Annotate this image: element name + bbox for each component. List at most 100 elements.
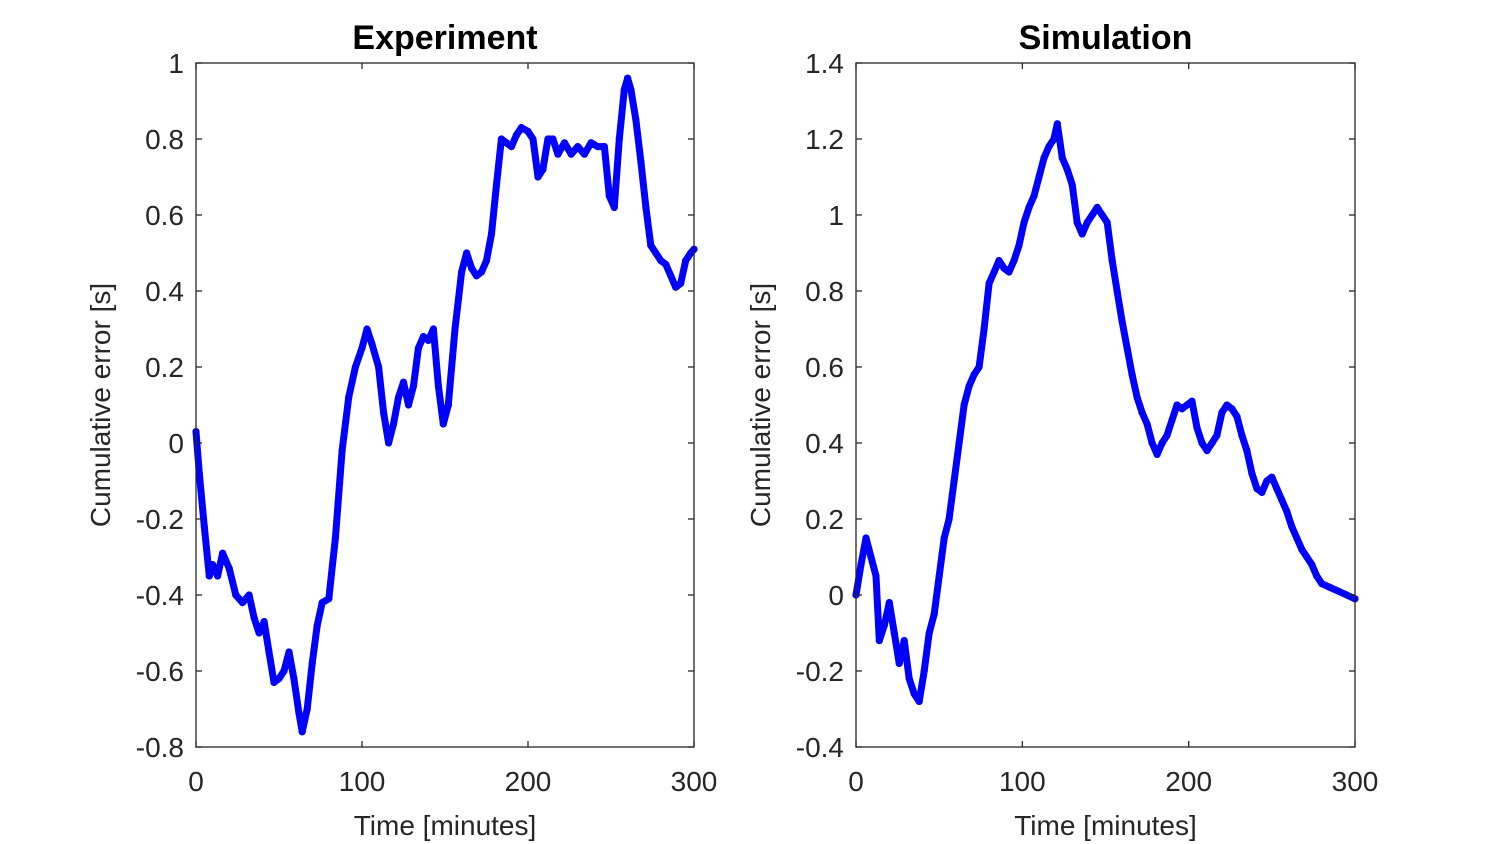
experiment-data-point xyxy=(502,139,510,147)
experiment-y-tick-label: 0 xyxy=(168,428,184,459)
experiment-data-point xyxy=(313,621,321,630)
experiment-data-point xyxy=(285,648,293,656)
experiment-data-point xyxy=(250,614,258,622)
experiment-data-point xyxy=(338,447,346,455)
simulation-data-point xyxy=(1178,405,1186,413)
experiment-data-point xyxy=(434,382,442,390)
experiment-data-point xyxy=(682,257,690,265)
simulation-data-point xyxy=(935,572,943,580)
experiment-x-tick-label: 300 xyxy=(671,766,718,797)
experiment-data-point xyxy=(363,325,371,333)
simulation-data-point xyxy=(930,610,938,618)
simulation-y-tick-label: 1.2 xyxy=(805,124,844,155)
experiment-data-point xyxy=(209,561,217,569)
experiment-data-point xyxy=(318,599,326,607)
experiment-data-point xyxy=(275,675,283,683)
experiment-data-point xyxy=(331,534,339,542)
experiment-data-point xyxy=(560,139,569,147)
experiment-data-point xyxy=(497,135,505,143)
simulation-data-point xyxy=(1188,397,1196,405)
experiment-data-point xyxy=(627,86,635,94)
experiment-y-tick-label: -0.4 xyxy=(136,580,184,611)
experiment-data-point xyxy=(524,127,532,135)
simulation-data-point xyxy=(1000,264,1008,272)
experiment-data-point xyxy=(662,260,670,268)
simulation-data-point xyxy=(1283,507,1291,515)
experiment-data-point xyxy=(672,283,680,291)
experiment-data-point xyxy=(605,192,613,200)
simulation-x-axis-label: Time [minutes] xyxy=(1014,810,1197,841)
experiment-data-point xyxy=(404,401,413,409)
experiment-data-point xyxy=(539,165,547,173)
experiment-data-point xyxy=(487,230,496,238)
experiment-x-tick-label: 100 xyxy=(339,766,386,797)
simulation-data-point xyxy=(965,382,973,390)
experiment-data-point xyxy=(419,333,427,341)
simulation-data-point xyxy=(1143,420,1151,428)
experiment-data-point xyxy=(232,591,240,599)
simulation-data-point xyxy=(1218,409,1226,417)
simulation-data-point xyxy=(1078,230,1086,238)
simulation-data-point xyxy=(1288,523,1296,531)
experiment-data-point xyxy=(429,325,437,333)
experiment-data-point xyxy=(642,203,650,211)
simulation-data-point xyxy=(1040,154,1048,162)
experiment-data-point xyxy=(657,257,665,265)
simulation-data-point xyxy=(1228,405,1236,413)
simulation-data-point xyxy=(1098,211,1106,219)
simulation-data-point xyxy=(1153,450,1161,458)
simulation-y-tick-label: -0.4 xyxy=(796,732,844,763)
simulation-data-point xyxy=(862,534,870,542)
experiment-x-axis-label: Time [minutes] xyxy=(354,810,537,841)
simulation-data-point xyxy=(950,477,958,485)
experiment-data-point xyxy=(358,344,366,352)
experiment-data-point xyxy=(394,393,403,401)
experiment-data-point xyxy=(375,363,383,371)
simulation-data-point xyxy=(857,561,865,569)
experiment-data-point xyxy=(214,572,222,580)
simulation-data-point xyxy=(1083,219,1091,227)
experiment-data-point xyxy=(225,564,233,573)
simulation-y-tick-label: 0.8 xyxy=(805,276,844,307)
simulation-data-point xyxy=(905,675,913,683)
simulation-data-point xyxy=(920,667,928,675)
simulation-data-point xyxy=(1030,192,1038,200)
simulation-data-point xyxy=(1163,431,1171,439)
simulation-data-point xyxy=(1158,439,1166,447)
simulation-data-point xyxy=(1053,120,1061,128)
experiment-data-point xyxy=(325,595,333,603)
experiment-data-point xyxy=(610,203,618,211)
simulation-y-tick-label: 0.4 xyxy=(805,428,844,459)
simulation-data-point xyxy=(1173,401,1181,409)
simulation-data-point xyxy=(1273,485,1281,493)
simulation-data-point xyxy=(1020,219,1028,227)
simulation-data-point xyxy=(1088,211,1096,219)
simulation-data-point xyxy=(1148,439,1156,447)
experiment-data-point xyxy=(368,340,376,348)
experiment-data-point xyxy=(280,667,288,675)
simulation-y-tick-label: 1.4 xyxy=(805,48,844,79)
simulation-data-point xyxy=(910,690,918,698)
experiment-data-point xyxy=(554,150,562,158)
experiment-data-point xyxy=(529,135,537,143)
experiment-data-point xyxy=(512,131,521,139)
simulation-data-point xyxy=(1343,591,1351,599)
simulation-data-point xyxy=(1010,257,1018,265)
experiment-data-point xyxy=(549,135,557,143)
experiment-y-tick-label: -0.6 xyxy=(136,656,184,687)
simulation-data-point xyxy=(875,637,883,645)
simulation-chart-title: Simulation xyxy=(1019,19,1193,57)
simulation-data-point xyxy=(900,637,908,645)
simulation-data-point xyxy=(1123,344,1131,352)
simulation-data-point xyxy=(1108,257,1116,265)
simulation-data-point xyxy=(1050,135,1058,143)
simulation-data-point xyxy=(1073,219,1081,227)
experiment-data-point xyxy=(345,393,353,401)
experiment-data-point xyxy=(265,648,273,656)
simulation-data-point xyxy=(1045,143,1053,151)
experiment-x-tick-label: 200 xyxy=(505,766,552,797)
experiment-y-tick-label: 0.8 xyxy=(145,124,184,155)
experiment-data-point xyxy=(632,116,640,124)
simulation-data-point xyxy=(1313,572,1321,580)
